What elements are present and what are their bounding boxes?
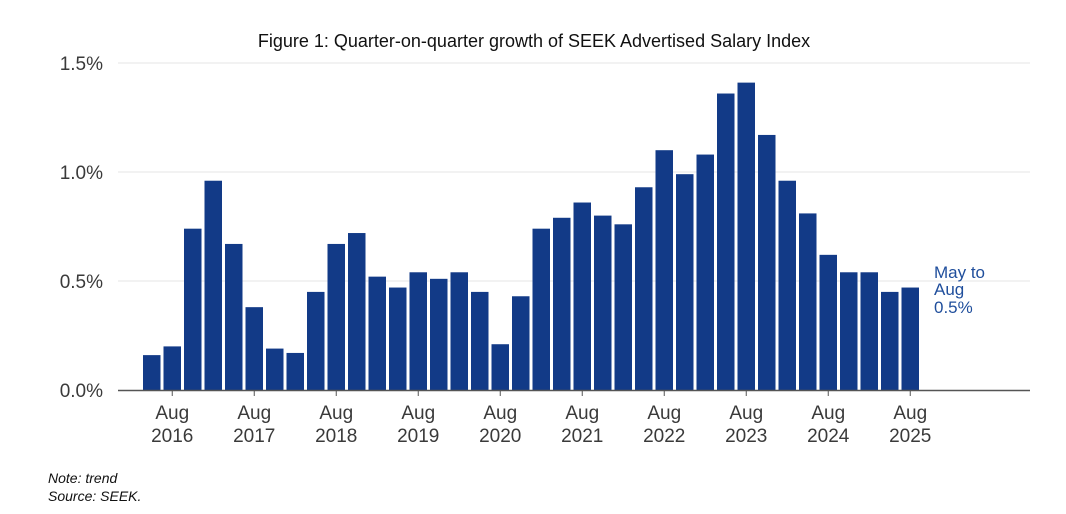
x-tick-label-year: 2019 bbox=[397, 426, 439, 447]
bar bbox=[143, 355, 161, 390]
x-tick-label-year: 2017 bbox=[233, 426, 275, 447]
x-tick-label-month: Aug bbox=[237, 403, 271, 424]
annotation-line: May to bbox=[934, 263, 985, 282]
bar bbox=[737, 82, 755, 391]
bar bbox=[840, 272, 858, 390]
bar bbox=[635, 187, 653, 390]
x-axis-ticks: Aug2016Aug2017Aug2018Aug2019Aug2020Aug20… bbox=[151, 390, 931, 447]
x-tick-label-year: 2025 bbox=[889, 426, 931, 447]
bar bbox=[491, 344, 509, 390]
bar bbox=[901, 287, 919, 390]
annotation-line: Aug bbox=[934, 280, 964, 299]
bar bbox=[614, 224, 632, 390]
y-tick-label: 0.0% bbox=[60, 381, 103, 402]
bar bbox=[881, 291, 899, 390]
bar bbox=[409, 272, 427, 390]
x-tick-label-year: 2022 bbox=[643, 426, 685, 447]
y-axis-ticks: 0.0% 0.5% 1.0% 1.5% bbox=[60, 54, 103, 402]
x-tick-label-month: Aug bbox=[565, 403, 599, 424]
x-tick-label-year: 2018 bbox=[315, 426, 357, 447]
bar bbox=[266, 348, 284, 390]
bar bbox=[860, 272, 878, 390]
bar bbox=[655, 150, 673, 390]
bar bbox=[799, 213, 817, 390]
y-tick-label: 1.0% bbox=[60, 163, 103, 184]
bar bbox=[389, 287, 407, 390]
note-text: Note: trend bbox=[48, 470, 118, 486]
x-tick-label-year: 2023 bbox=[725, 426, 767, 447]
source-text: Source: SEEK. bbox=[48, 488, 142, 504]
bars bbox=[143, 82, 919, 391]
bar bbox=[225, 243, 243, 390]
bar bbox=[348, 233, 366, 390]
x-tick-label-month: Aug bbox=[811, 403, 845, 424]
x-tick-label-year: 2021 bbox=[561, 426, 603, 447]
bar bbox=[573, 202, 591, 390]
x-tick-label-month: Aug bbox=[401, 403, 435, 424]
bar bbox=[430, 278, 448, 390]
bar bbox=[204, 180, 222, 390]
y-tick-label: 0.5% bbox=[60, 272, 103, 293]
x-tick-label-month: Aug bbox=[893, 403, 927, 424]
bar bbox=[327, 243, 345, 390]
bar bbox=[450, 272, 468, 390]
x-tick-label-month: Aug bbox=[155, 403, 189, 424]
chart: Figure 1: Quarter-on-quarter growth of S… bbox=[60, 31, 1030, 447]
x-tick-label-month: Aug bbox=[319, 403, 353, 424]
bar bbox=[184, 228, 202, 390]
annotation-line: 0.5% bbox=[934, 298, 973, 317]
bar bbox=[717, 93, 735, 391]
bar bbox=[471, 291, 489, 390]
bar bbox=[245, 307, 263, 390]
bar bbox=[286, 352, 304, 390]
bar bbox=[553, 217, 571, 390]
x-tick-label-month: Aug bbox=[647, 403, 681, 424]
x-tick-label-year: 2016 bbox=[151, 426, 193, 447]
bar bbox=[696, 154, 714, 390]
y-tick-label: 1.5% bbox=[60, 54, 103, 75]
x-tick-label-month: Aug bbox=[729, 403, 763, 424]
bar bbox=[778, 180, 796, 390]
bar bbox=[758, 134, 776, 390]
bar bbox=[307, 291, 325, 390]
bar bbox=[368, 276, 386, 390]
bar bbox=[512, 296, 530, 390]
bar bbox=[819, 254, 837, 390]
bar bbox=[594, 215, 612, 390]
x-tick-label-year: 2024 bbox=[807, 426, 850, 447]
x-tick-label-month: Aug bbox=[483, 403, 517, 424]
x-tick-label-year: 2020 bbox=[479, 426, 521, 447]
chart-title: Figure 1: Quarter-on-quarter growth of S… bbox=[258, 31, 810, 51]
bar bbox=[676, 174, 694, 390]
bar bbox=[532, 228, 550, 390]
bar bbox=[163, 346, 181, 390]
